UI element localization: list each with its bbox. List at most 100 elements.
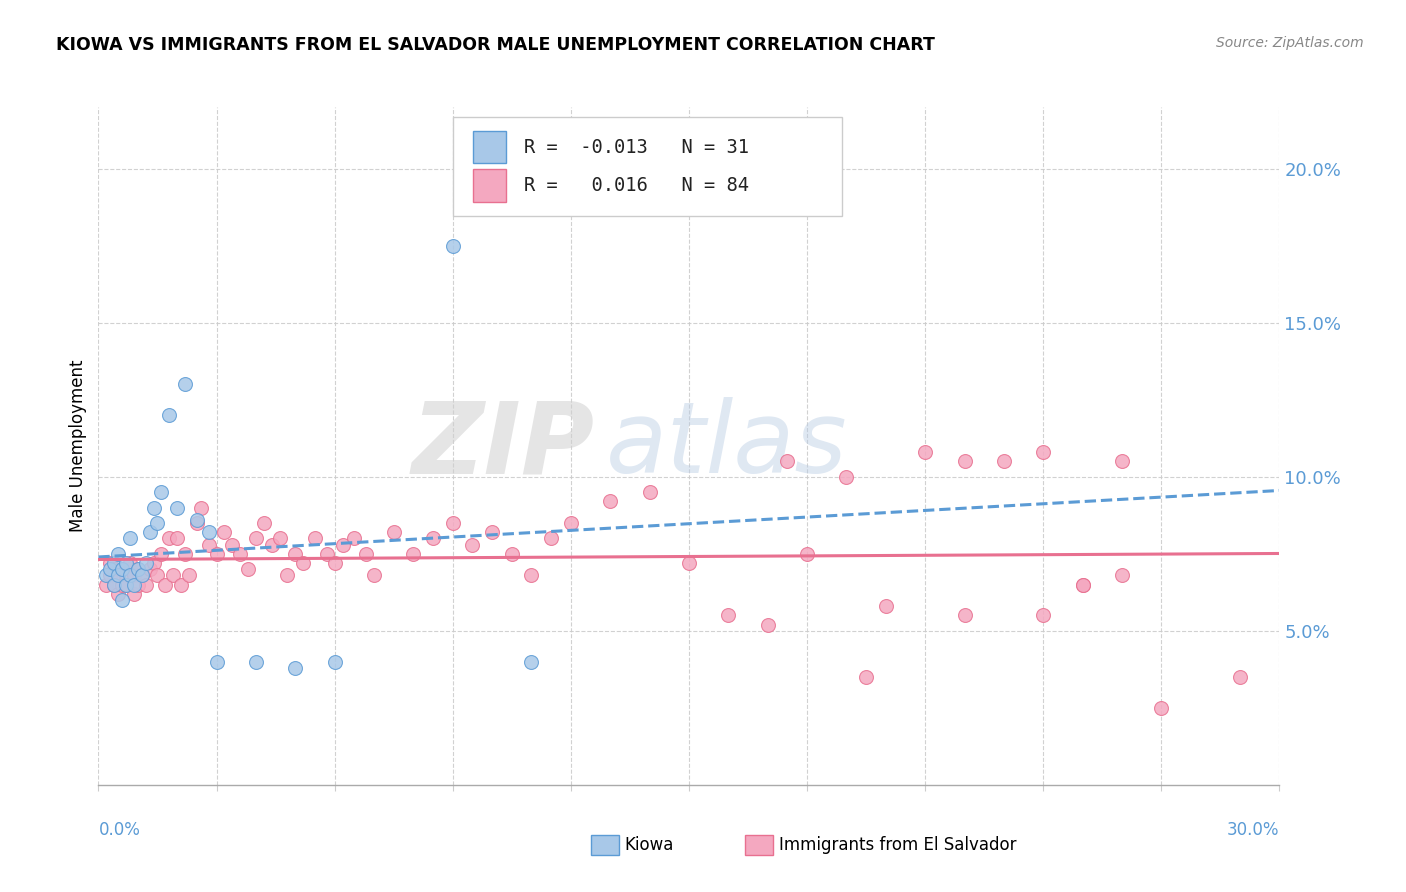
Point <box>197 525 219 540</box>
Point <box>111 577 134 591</box>
Point <box>103 577 125 591</box>
Point <box>131 568 153 582</box>
Point <box>127 562 149 576</box>
Text: Immigrants from El Salvador: Immigrants from El Salvador <box>779 836 1017 854</box>
Point <box>157 408 180 422</box>
Point <box>142 556 165 570</box>
Point <box>107 568 129 582</box>
Point <box>461 538 484 552</box>
Point <box>323 655 346 669</box>
Point <box>875 599 897 614</box>
Point <box>245 532 267 546</box>
Point <box>638 485 661 500</box>
Point <box>174 377 197 392</box>
Point <box>174 547 197 561</box>
Point <box>122 587 145 601</box>
Point <box>118 556 141 570</box>
Point <box>115 577 138 591</box>
FancyBboxPatch shape <box>472 169 506 202</box>
Text: R =  -0.013   N = 31: R = -0.013 N = 31 <box>523 137 748 156</box>
Point <box>422 532 444 546</box>
Text: KIOWA VS IMMIGRANTS FROM EL SALVADOR MALE UNEMPLOYMENT CORRELATION CHART: KIOWA VS IMMIGRANTS FROM EL SALVADOR MAL… <box>56 36 935 54</box>
Point <box>98 562 121 576</box>
Point <box>284 661 307 675</box>
Point <box>354 547 377 561</box>
Point <box>162 568 184 582</box>
Point <box>186 516 208 530</box>
Text: R =   0.016   N = 84: R = 0.016 N = 84 <box>523 177 748 195</box>
Point <box>260 538 283 552</box>
Point <box>540 532 562 546</box>
Point <box>481 525 503 540</box>
Point <box>993 454 1015 468</box>
Point <box>131 568 153 582</box>
Point <box>953 608 976 623</box>
Point <box>190 500 212 515</box>
Point <box>205 655 228 669</box>
Point <box>166 532 188 546</box>
Point <box>229 547 252 561</box>
Point <box>402 547 425 561</box>
Point <box>315 547 337 561</box>
Point <box>1071 577 1094 591</box>
Point <box>135 577 157 591</box>
Text: atlas: atlas <box>606 398 848 494</box>
Point <box>111 562 134 576</box>
Point <box>560 516 582 530</box>
Point <box>1111 568 1133 582</box>
Point <box>269 532 291 546</box>
Point <box>115 577 138 591</box>
Point <box>111 562 134 576</box>
Point <box>127 562 149 576</box>
Point <box>155 577 177 591</box>
Point <box>135 556 157 570</box>
Point <box>146 568 169 582</box>
Point <box>796 547 818 561</box>
Point <box>953 454 976 468</box>
Point <box>177 568 200 582</box>
Point <box>835 470 858 484</box>
Point <box>205 547 228 561</box>
Point <box>103 562 125 576</box>
Point <box>599 494 621 508</box>
Point <box>304 532 326 546</box>
Point <box>1150 701 1173 715</box>
Text: 30.0%: 30.0% <box>1227 821 1279 838</box>
Point <box>96 577 118 591</box>
Point <box>441 238 464 252</box>
Point <box>914 445 936 459</box>
Point <box>118 532 141 546</box>
Point <box>332 538 354 552</box>
Point <box>96 568 118 582</box>
Point <box>776 454 799 468</box>
Point <box>98 556 121 570</box>
Point <box>236 562 259 576</box>
Point <box>1032 445 1054 459</box>
Point <box>678 556 700 570</box>
Point <box>253 516 276 530</box>
Point <box>1111 454 1133 468</box>
Point <box>111 593 134 607</box>
Point <box>186 513 208 527</box>
Text: Source: ZipAtlas.com: Source: ZipAtlas.com <box>1216 36 1364 50</box>
Point <box>276 568 298 582</box>
Point <box>103 577 125 591</box>
Text: ZIP: ZIP <box>412 398 595 494</box>
Point <box>756 617 779 632</box>
Point <box>142 500 165 515</box>
Point <box>150 547 173 561</box>
Point <box>284 547 307 561</box>
Point <box>1032 608 1054 623</box>
Point <box>166 500 188 515</box>
Point <box>520 655 543 669</box>
Point <box>170 577 193 591</box>
Point <box>107 568 129 582</box>
Point <box>138 562 160 576</box>
Text: 0.0%: 0.0% <box>98 821 141 838</box>
Point <box>157 532 180 546</box>
Point <box>146 516 169 530</box>
FancyBboxPatch shape <box>453 117 842 216</box>
Point <box>103 556 125 570</box>
Point <box>323 556 346 570</box>
Point <box>107 547 129 561</box>
